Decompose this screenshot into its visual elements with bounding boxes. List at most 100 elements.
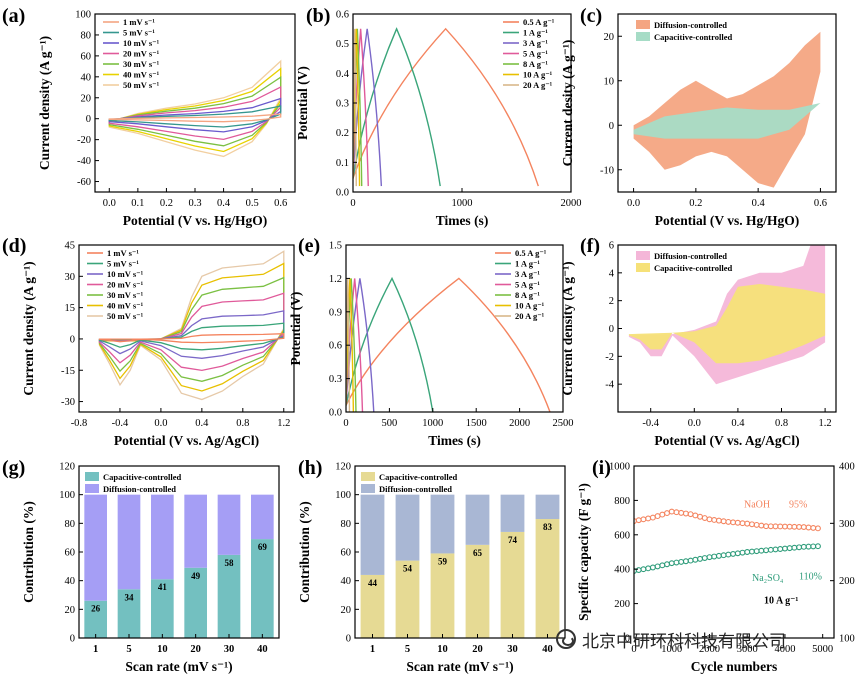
data-point-Na₂SO₄: [767, 546, 774, 553]
bar-capacitive-1: [84, 600, 107, 638]
area-capacitive-controlled: [633, 103, 821, 139]
axes-frame-d: [78, 244, 295, 413]
panel-letter-d: (d): [2, 235, 26, 257]
plot-area-i: [634, 508, 821, 574]
bar-capacitive-40: [535, 519, 560, 638]
data-point-Na₂SO₄: [720, 552, 727, 559]
y-tick-label: 120: [335, 462, 351, 473]
panel-h: (h) 44 54 59 65 74 83 1 5 10 20 30 40 0 20 40 60 80 100 120…: [297, 457, 566, 674]
data-point-Na₂SO₄: [786, 545, 793, 552]
y-tick-label: 0.5: [336, 39, 349, 50]
data-point-NaOH: [668, 508, 675, 515]
x-tick-label: 2000: [561, 198, 582, 209]
data-point-Na₂SO₄: [739, 549, 746, 556]
panel-letter-f: (f): [580, 235, 600, 257]
plot-area-c: [633, 31, 821, 188]
y-tick-label: 800: [614, 496, 630, 507]
data-point-Na₂SO₄: [796, 544, 803, 551]
y-tick-label: 0.3: [336, 99, 349, 110]
bar-value-label-30: 58: [225, 558, 235, 568]
gcd-curve-5: [346, 278, 364, 412]
data-point-NaOH: [659, 511, 666, 518]
y-tick-label: 0.4: [336, 69, 350, 80]
y-tick-label: 120: [59, 462, 75, 473]
y-tick-label: 20: [65, 605, 76, 616]
y-tick-label: 1000: [609, 462, 630, 473]
legend-label: 8 A g⁻¹: [515, 290, 540, 300]
x-tick-label: 0: [350, 198, 355, 209]
y-tick-label: 0: [70, 334, 75, 345]
data-point-Na₂SO₄: [701, 555, 708, 561]
y-axis-title-e: Potential (V): [288, 292, 303, 366]
x-tick-label: 0.4: [752, 198, 766, 209]
y-axis-title-b: Potential (V): [295, 66, 310, 140]
legend-label: 20 mV s⁻¹: [107, 280, 144, 290]
area-capacitive-controlled: [628, 284, 826, 364]
panel-a: (a) 0.0 0.1 0.2 0.3 0.4 0.5 0.6 -60 -40 -20 0 20 40 60…: [2, 5, 296, 228]
legend-label: 40 mV s⁻¹: [123, 70, 160, 80]
legend-label: 5 A g⁻¹: [515, 280, 540, 290]
x-tick-label: 1: [370, 644, 375, 655]
x-tick-label: 30: [224, 644, 235, 655]
legend-label: 40 mV s⁻¹: [107, 301, 144, 311]
bar-value-label-1: 26: [91, 604, 101, 614]
y-tick-label: 0.6: [336, 10, 349, 21]
bar-value-label-40: 69: [258, 542, 268, 552]
y-right-tick-label: 400: [839, 462, 855, 473]
data-point-NaOH: [687, 511, 694, 518]
y-right-tick-label: 100: [839, 634, 855, 645]
plot-area-d: [98, 250, 285, 401]
y-tick-label: -15: [61, 366, 75, 377]
panel-c: (c) 0.0 0.2 0.4 0.6 -10 0 10 20 Potential (V vs. …: [560, 5, 837, 228]
y-tick-label: -20: [77, 135, 91, 146]
legend-label: 30 mV s⁻¹: [123, 59, 160, 69]
x-tick-label: 0.1: [131, 198, 144, 209]
data-point-Na₂SO₄: [781, 545, 788, 552]
x-tick-label: 1000: [452, 198, 473, 209]
data-point-Na₂SO₄: [810, 543, 817, 550]
data-point-NaOH: [706, 516, 713, 523]
data-point-NaOH: [753, 521, 760, 528]
bar-diffusion-1: [360, 494, 385, 575]
legend-label: 50 mV s⁻¹: [123, 80, 160, 90]
y-tick-label: 0: [609, 121, 614, 132]
y-tick-label: 600: [614, 530, 630, 541]
x-tick-label: 30: [507, 644, 518, 655]
data-point-NaOH: [715, 517, 722, 524]
series-label-naoh: NaOH: [744, 499, 770, 510]
data-point-Na₂SO₄: [654, 563, 661, 570]
legend-swatch: [636, 263, 650, 272]
legend-label: 20 mV s⁻¹: [123, 49, 160, 59]
x-tick-label: 40: [257, 644, 268, 655]
data-point-NaOH: [701, 515, 708, 521]
data-point-NaOH: [763, 523, 770, 530]
y-axis-title-a: Current density (A g⁻¹): [37, 36, 52, 170]
legend-label: Capacitive-controlled: [654, 32, 732, 42]
data-point-NaOH: [739, 520, 746, 527]
data-point-NaOH: [697, 513, 703, 520]
bar-diffusion-5: [117, 494, 141, 590]
x-tick-label: 0: [343, 418, 348, 429]
data-point-Na₂SO₄: [753, 548, 760, 555]
x-axis-title-a: Potential (V vs. Hg/HgO): [123, 213, 268, 228]
data-point-Na₂SO₄: [715, 552, 722, 559]
annotation-current-density: 10 A g⁻¹: [764, 596, 798, 607]
bar-capacitive-40: [251, 539, 274, 638]
bar-value-label-40: 83: [543, 522, 553, 532]
cv-curve-10: [108, 97, 282, 133]
y-tick-label: 60: [81, 51, 92, 62]
data-point-Na₂SO₄: [758, 547, 765, 554]
legend-label: 10 A g⁻¹: [523, 70, 553, 80]
data-point-NaOH: [815, 525, 821, 532]
y-tick-label: 0: [609, 324, 614, 335]
bar-value-label-10: 59: [438, 556, 448, 566]
y-tick-label: 80: [65, 519, 76, 530]
data-point-NaOH: [682, 510, 689, 517]
y-axis-title-d: Current density (A g⁻¹): [21, 261, 36, 395]
x-tick-label: 0.2: [689, 198, 702, 209]
data-point-Na₂SO₄: [664, 561, 670, 568]
data-point-Na₂SO₄: [777, 546, 784, 552]
bar-diffusion-10: [430, 494, 455, 554]
y-tick-label: 200: [614, 599, 630, 610]
x-tick-label: 40: [542, 644, 553, 655]
